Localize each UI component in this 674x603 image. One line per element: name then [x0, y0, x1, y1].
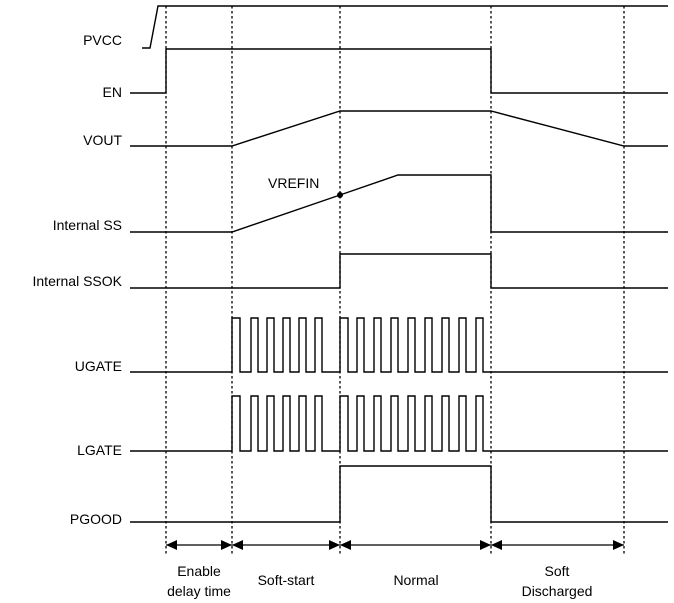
- label-pvcc: PVCC: [83, 32, 122, 48]
- label-lgate: LGATE: [77, 442, 122, 458]
- waveform-lgate: [130, 395, 668, 452]
- arrowhead-softstart-left: [232, 540, 243, 550]
- arrowhead-enable-right: [221, 540, 232, 550]
- arrowhead-discharge-right: [613, 540, 624, 550]
- waveform-vout: [130, 110, 668, 147]
- waveform-internal-ssok: [130, 253, 668, 289]
- phase-enable-line2: delay time: [167, 583, 231, 599]
- phase-softstart: Soft-start: [258, 572, 315, 588]
- waveform-ugate: [130, 317, 668, 373]
- label-en: EN: [103, 84, 122, 100]
- arrowhead-enable-left: [166, 540, 177, 550]
- waveform-pvcc: [142, 5, 668, 49]
- label-ugate: UGATE: [75, 358, 122, 374]
- phase-soft-discharged-line2: Discharged: [522, 583, 593, 599]
- phase-labels: Enable delay time Soft-start Normal Soft…: [167, 563, 592, 599]
- waveform-en-1: [130, 48, 668, 94]
- signal-labels: PVCC EN VOUT Internal SS Internal SSOK U…: [33, 32, 123, 527]
- annotation-vrefin: VREFIN: [268, 175, 319, 191]
- label-internal-ssok: Internal SSOK: [33, 273, 123, 289]
- phase-boundaries: [165, 6, 625, 556]
- phase-enable-line1: Enable: [177, 563, 221, 579]
- waveform-internal-ss: [130, 174, 668, 233]
- arrowhead-normal-right: [480, 540, 491, 550]
- phase-normal: Normal: [393, 572, 438, 588]
- waveform-pgood: [130, 465, 668, 523]
- arrowhead-normal-left: [340, 540, 351, 550]
- vrefin-marker: [337, 192, 343, 198]
- phase-soft-discharged-line1: Soft: [545, 563, 570, 579]
- label-vout: VOUT: [83, 132, 122, 148]
- phase-arrows: [166, 540, 624, 550]
- label-internal-ss: Internal SS: [53, 217, 122, 233]
- arrowhead-discharge-left: [491, 540, 502, 550]
- arrowhead-softstart-right: [329, 540, 340, 550]
- label-pgood: PGOOD: [70, 511, 122, 527]
